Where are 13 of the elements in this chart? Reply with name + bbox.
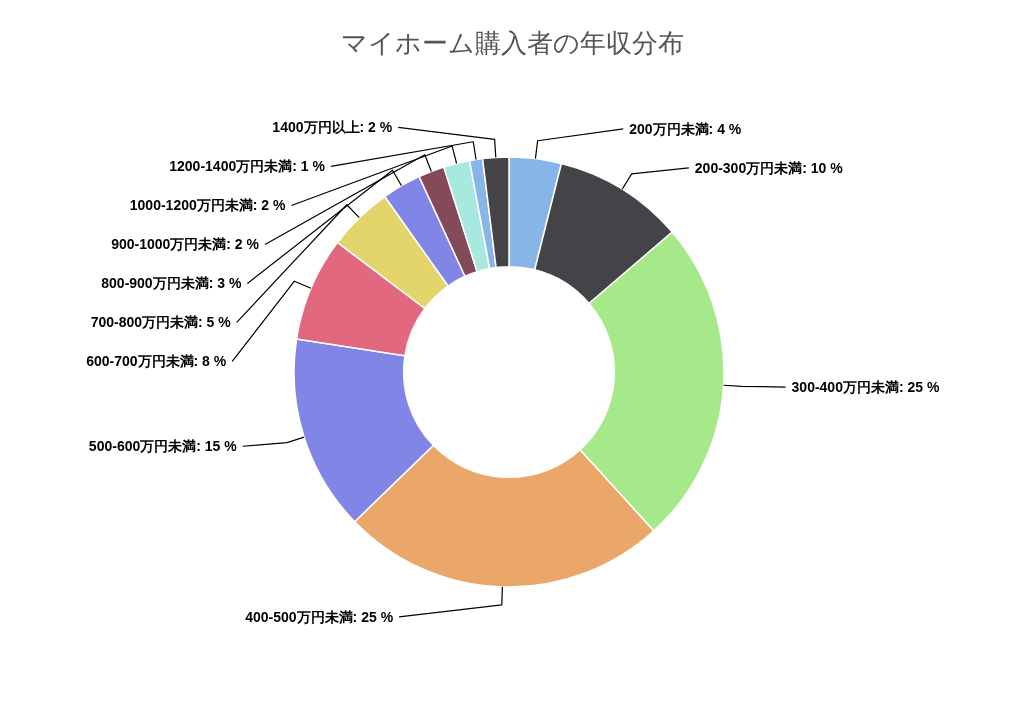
slice-label: 800-900万円未満: 3 % — [101, 275, 242, 292]
slice-label: 1200-1400万円未満: 1 % — [169, 158, 326, 175]
slice-label: 200-300万円未満: 10 % — [694, 159, 844, 176]
slice-label: 600-700万円未満: 8 % — [86, 353, 227, 370]
slice-label: 500-600万円未満: 15 % — [88, 438, 238, 455]
slice-label: 1000-1200万円未満: 2 % — [129, 197, 286, 214]
slice-label: 300-400万円未満: 25 % — [791, 379, 940, 396]
chart-title: マイホーム購入者の年収分布 — [340, 28, 684, 58]
slice-label: 200万円未満: 4 % — [629, 120, 742, 137]
slice-label: 1400万円以上: 2 % — [272, 119, 393, 136]
slice-label: 900-1000万円未満: 2 % — [111, 236, 260, 253]
slice-label: 700-800万円未満: 5 % — [90, 314, 232, 331]
slice-label: 400-500万円未満: 25 % — [245, 608, 394, 625]
